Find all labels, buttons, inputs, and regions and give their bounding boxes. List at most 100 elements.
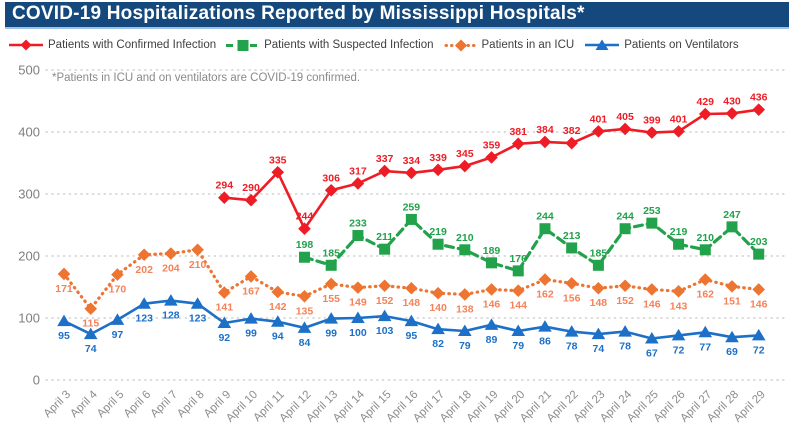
svg-text:94: 94 — [272, 331, 284, 343]
svg-text:100: 100 — [18, 311, 40, 326]
svg-text:401: 401 — [590, 113, 608, 125]
svg-text:335: 335 — [269, 154, 287, 166]
y-axis-labels: 0 100 200 300 400 500 — [18, 63, 40, 388]
icu-dotted-diamond-icon — [444, 39, 478, 51]
svg-text:200: 200 — [18, 249, 40, 264]
svg-text:244: 244 — [296, 211, 314, 223]
legend-item-confirmed: Patients with Confirmed Infection — [8, 39, 216, 51]
svg-text:72: 72 — [753, 344, 765, 356]
svg-text:79: 79 — [459, 340, 471, 352]
svg-text:382: 382 — [563, 125, 581, 137]
svg-text:146: 146 — [483, 298, 501, 310]
svg-text:203: 203 — [750, 236, 768, 248]
svg-text:April 4: April 4 — [68, 388, 100, 420]
svg-text:334: 334 — [403, 155, 421, 167]
chart-footnote: *Patients in ICU and on ventilators are … — [52, 72, 361, 84]
svg-text:399: 399 — [643, 115, 661, 127]
svg-text:151: 151 — [723, 295, 741, 307]
chart-title: COVID-19 Hospitalizations Reported by Mi… — [12, 3, 585, 24]
series-2: 171 115 170 202 204 210 141 167 142 135 155 149 152 1… — [55, 243, 768, 330]
svg-text:152: 152 — [376, 295, 394, 307]
svg-text:79: 79 — [512, 340, 524, 352]
svg-text:123: 123 — [189, 313, 207, 325]
svg-text:143: 143 — [670, 300, 688, 312]
svg-text:140: 140 — [429, 302, 447, 314]
svg-text:219: 219 — [429, 226, 447, 238]
legend-label-suspected: Patients with Suspected Infection — [264, 39, 434, 51]
svg-text:202: 202 — [135, 264, 153, 276]
svg-text:294: 294 — [216, 180, 234, 192]
svg-text:211: 211 — [376, 231, 393, 243]
svg-text:253: 253 — [643, 205, 661, 217]
svg-text:99: 99 — [325, 328, 337, 340]
svg-text:259: 259 — [403, 201, 421, 213]
svg-text:167: 167 — [242, 285, 260, 297]
svg-text:185: 185 — [590, 247, 608, 259]
svg-text:155: 155 — [322, 293, 340, 305]
series-1: 198 185 233 211 259 219 210 189 176 244 213 185 244 2… — [296, 201, 768, 277]
svg-text:290: 290 — [242, 182, 260, 194]
svg-text:339: 339 — [429, 152, 447, 164]
svg-text:78: 78 — [619, 341, 631, 353]
svg-text:219: 219 — [670, 226, 688, 238]
title-bar: COVID-19 Hospitalizations Reported by Mi… — [5, 2, 789, 29]
svg-text:210: 210 — [697, 232, 715, 244]
svg-text:92: 92 — [218, 332, 230, 344]
suspected-dash-square-icon — [226, 39, 261, 51]
svg-text:345: 345 — [456, 148, 474, 160]
svg-text:317: 317 — [349, 165, 367, 177]
svg-text:95: 95 — [58, 330, 70, 342]
legend: Patients with Confirmed Infection Patien… — [8, 37, 739, 53]
svg-text:198: 198 — [296, 239, 314, 251]
svg-text:0: 0 — [33, 373, 40, 388]
svg-text:185: 185 — [322, 247, 340, 259]
svg-text:74: 74 — [85, 343, 97, 355]
svg-text:244: 244 — [536, 211, 554, 223]
svg-text:142: 142 — [269, 301, 287, 313]
svg-text:April 6: April 6 — [122, 389, 154, 421]
svg-text:148: 148 — [403, 297, 421, 309]
svg-text:67: 67 — [646, 347, 658, 359]
legend-item-suspected: Patients with Suspected Infection — [226, 39, 434, 52]
svg-text:210: 210 — [189, 259, 207, 271]
svg-text:171: 171 — [55, 283, 73, 295]
svg-text:72: 72 — [673, 344, 685, 356]
svg-text:170: 170 — [109, 284, 127, 296]
svg-text:233: 233 — [349, 218, 367, 230]
svg-text:156: 156 — [563, 292, 581, 304]
svg-text:436: 436 — [750, 92, 768, 104]
svg-text:144: 144 — [509, 300, 527, 312]
svg-text:300: 300 — [18, 187, 40, 202]
svg-text:84: 84 — [299, 337, 311, 349]
confirmed-line-diamond-icon — [9, 39, 43, 51]
svg-text:128: 128 — [162, 310, 180, 322]
svg-text:405: 405 — [616, 111, 634, 123]
svg-text:97: 97 — [112, 329, 124, 341]
svg-text:86: 86 — [539, 336, 551, 348]
svg-text:162: 162 — [536, 289, 554, 301]
svg-text:77: 77 — [699, 341, 711, 353]
svg-text:429: 429 — [697, 96, 715, 108]
svg-text:176: 176 — [509, 253, 527, 265]
svg-text:100: 100 — [349, 327, 367, 339]
series-3: 95 74 97 123 128 123 92 99 94 84 99 100 103 95 82 79 89 7… — [57, 294, 766, 359]
svg-text:210: 210 — [456, 232, 474, 244]
svg-text:115: 115 — [82, 318, 99, 330]
svg-text:400: 400 — [18, 125, 40, 140]
svg-text:149: 149 — [349, 297, 367, 309]
svg-text:138: 138 — [456, 303, 474, 315]
ventilator-line-triangle-icon — [585, 39, 620, 50]
svg-text:401: 401 — [670, 113, 688, 125]
svg-text:146: 146 — [643, 298, 661, 310]
svg-text:123: 123 — [135, 313, 153, 325]
svg-text:April 7: April 7 — [148, 389, 180, 421]
svg-text:247: 247 — [723, 209, 741, 221]
svg-text:103: 103 — [376, 325, 394, 337]
svg-text:430: 430 — [723, 95, 741, 107]
legend-label-ventilators: Patients on Ventilators — [624, 39, 739, 51]
legend-label-confirmed: Patients with Confirmed Infection — [48, 39, 217, 51]
svg-text:189: 189 — [483, 245, 501, 257]
